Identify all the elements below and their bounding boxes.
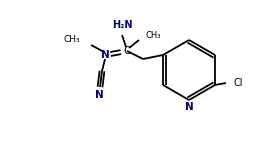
Text: C: C bbox=[123, 46, 131, 56]
Text: N: N bbox=[95, 90, 103, 100]
Text: N: N bbox=[185, 102, 193, 112]
Text: Cl: Cl bbox=[234, 78, 243, 88]
Text: N: N bbox=[101, 50, 110, 60]
Text: CH₃: CH₃ bbox=[63, 34, 80, 43]
Text: CH₃: CH₃ bbox=[145, 32, 161, 40]
Text: H₂N: H₂N bbox=[112, 20, 132, 30]
